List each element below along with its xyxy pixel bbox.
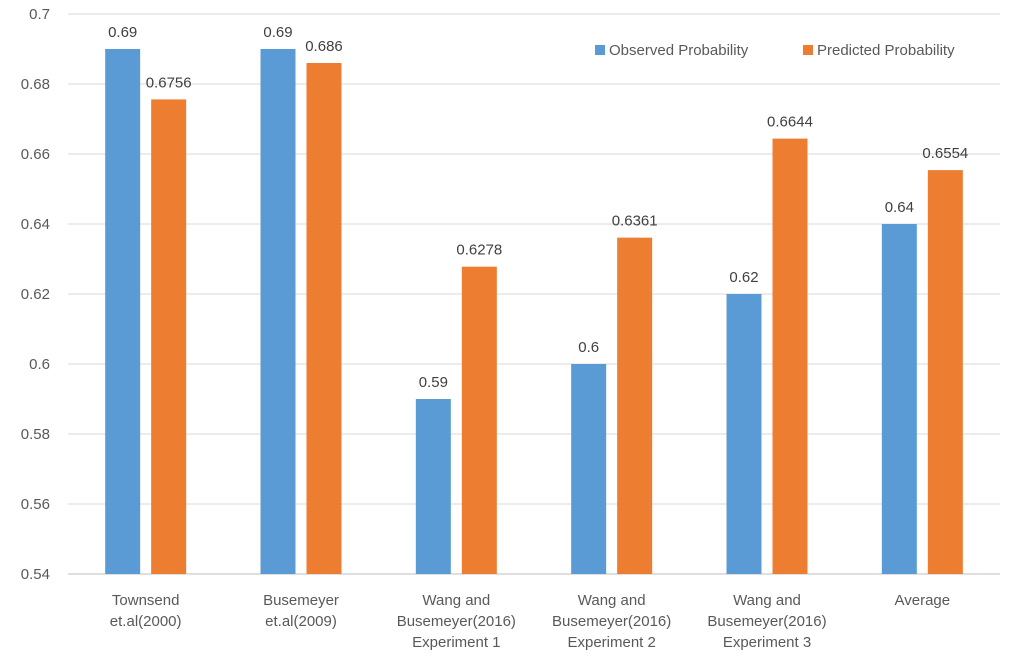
bar-observed [260,49,296,574]
bar-observed [726,294,762,574]
data-label: 0.6 [578,339,599,356]
data-label: 0.62 [729,269,758,286]
data-label: 0.69 [108,24,137,41]
x-tick-label: Experiment 2 [567,634,655,651]
y-tick-label: 0.68 [21,76,50,93]
x-tick-label: Wang and [733,592,801,609]
y-tick-label: 0.62 [21,286,50,303]
y-tick-label: 0.6 [29,356,50,373]
y-tick-label: 0.66 [21,146,50,163]
bar-observed [571,364,607,574]
x-tick-label: Experiment 1 [412,634,500,651]
bar-predicted [151,99,187,575]
data-label: 0.6361 [612,213,658,230]
data-label: 0.6554 [922,145,968,162]
y-tick-label: 0.56 [21,496,50,513]
data-label: 0.6278 [456,242,502,259]
x-tick-label: Experiment 3 [723,634,811,651]
data-labels: 0.69 0.6756 0.69 0.686 0.59 0.6278 0.6 0.6361 0.… [108,24,968,391]
bar-predicted [772,138,808,574]
bar-predicted [927,170,963,574]
x-tick-label: Busemeyer(2016) [552,613,671,630]
legend-swatch [803,45,813,55]
x-tick-label: Average [895,592,951,609]
data-label: 0.64 [885,199,914,216]
legend-label: Observed Probability [609,42,749,59]
y-tick-label: 0.64 [21,216,50,233]
bar-observed [881,224,917,574]
legend-label: Predicted Probability [817,42,955,59]
x-tick-label: Busemeyer(2016) [707,613,826,630]
data-label: 0.69 [263,24,292,41]
bar-observed [105,49,141,574]
gridlines [68,13,1000,575]
x-tick-label: Wang and [578,592,646,609]
data-label: 0.686 [305,38,343,55]
bar-predicted [461,266,497,574]
bar-predicted [617,237,653,574]
x-tick-label: Townsend [112,592,180,609]
y-tick-label: 0.58 [21,426,50,443]
x-tick-label: Busemeyer(2016) [397,613,516,630]
x-tick-label: Wang and [422,592,490,609]
y-tick-label: 0.7 [29,6,50,23]
x-tick-label: et.al(2000) [110,613,182,630]
bars [105,49,963,575]
bar-observed [415,399,451,574]
bar-predicted [306,63,342,574]
x-tick-label: et.al(2009) [265,613,337,630]
x-tick-label: Busemeyer [263,592,339,609]
y-tick-label: 0.54 [21,566,50,583]
legend: Observed Probability Predicted Probabilit… [595,42,955,59]
data-label: 0.59 [419,374,448,391]
data-label: 0.6644 [767,114,813,131]
x-axis-ticks: Townsend et.al(2000) Busemeyer et.al(2009) W… [110,592,950,651]
data-label: 0.6756 [146,74,192,91]
legend-swatch [595,45,605,55]
y-axis-ticks: 0.54 0.56 0.58 0.6 0.62 0.64 0.66 0.68 0.7 [21,6,50,583]
